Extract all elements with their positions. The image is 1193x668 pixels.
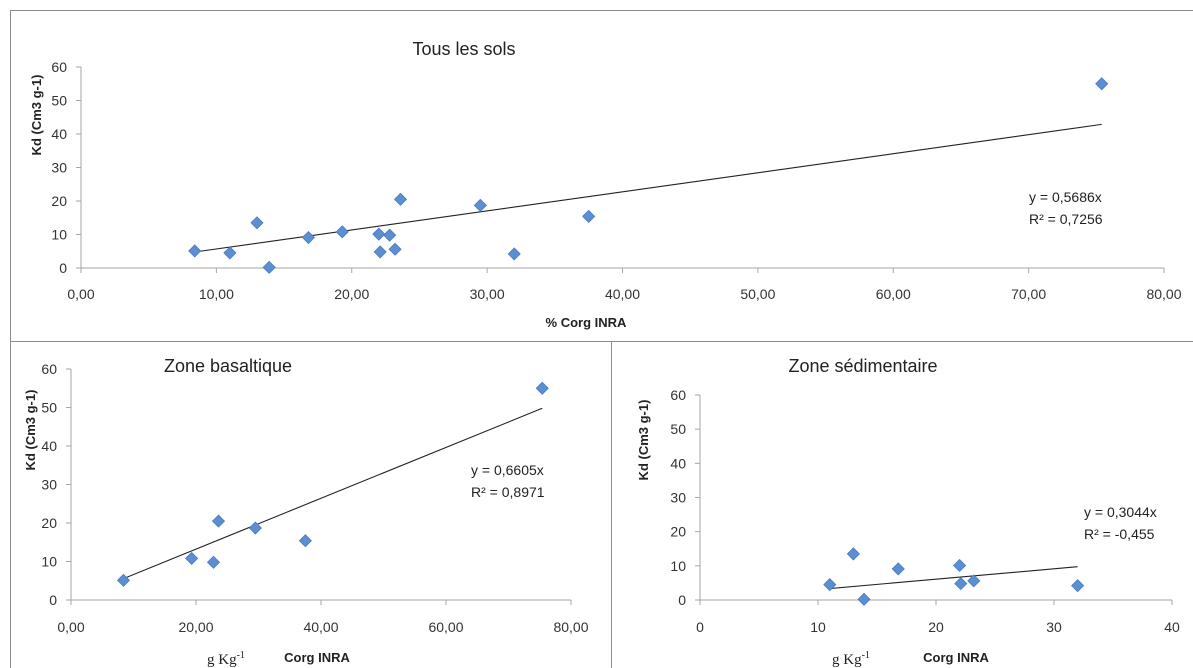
y-tick-label: 40 (51, 126, 67, 142)
x-tick-label: 30 (1046, 619, 1062, 635)
data-point (582, 209, 596, 223)
trendline-r-squared: R² = 0,7256 (1029, 211, 1103, 227)
x-tick-label: 0,00 (67, 286, 94, 302)
y-tick-label: 20 (51, 193, 67, 209)
chart-panel-tous-les-sols: 0 10 20 30 40 50 60 0,00 10,00 20,00 30,00 40,00 50,… (10, 10, 1193, 342)
y-tick-label: 50 (51, 93, 67, 109)
x-tick-label: 20,00 (178, 619, 213, 635)
data-point (250, 216, 264, 230)
chart-panel-zone-basaltique: 0 10 20 30 40 50 60 0,00 20,00 40,00 60,00 80,00 Zon… (10, 342, 612, 668)
y-tick-label: 30 (41, 477, 57, 493)
data-point (857, 592, 871, 606)
trendline (123, 407, 543, 580)
data-point (298, 534, 312, 548)
y-axis-label: Kd (Cm3 g-1) (29, 75, 44, 156)
y-tick-label: 60 (51, 59, 67, 75)
data-point (211, 514, 226, 528)
x-tick-label: 80,00 (1146, 286, 1181, 302)
data-point (388, 242, 402, 256)
chart-svg-zone-basaltique: 0 10 20 30 40 50 60 0,00 20,00 40,00 60,00 80,00 Zon… (23, 356, 589, 668)
x-tick-label: 20,00 (334, 286, 369, 302)
x-tick-label: 60,00 (428, 619, 463, 635)
data-point (1071, 579, 1085, 593)
data-point (473, 198, 487, 212)
y-tick-label: 20 (41, 515, 57, 531)
x-axis-unit-exponent: -1 (237, 650, 245, 661)
y-tick-label: 0 (59, 260, 67, 276)
chart-svg-zone-sedimentaire: 0 10 20 30 40 50 60 0 10 20 30 40 Zone sédimentaire K… (636, 356, 1180, 668)
chart-panel-zone-sedimentaire: 0 10 20 30 40 50 60 0 10 20 30 40 Zone sédimentaire K… (612, 342, 1193, 668)
trendline-equation: y = 0,5686x (1029, 189, 1102, 205)
y-tick-label: 0 (678, 592, 686, 608)
data-point (393, 192, 408, 206)
data-point (373, 245, 387, 259)
data-point (953, 558, 967, 573)
trendline-r-squared: R² = -0,455 (1084, 526, 1155, 542)
data-point (383, 228, 397, 242)
x-tick-label: 40 (1164, 619, 1180, 635)
x-tick-label: 30,00 (470, 286, 505, 302)
data-point (262, 260, 276, 274)
x-tick-label: 80,00 (553, 619, 588, 635)
data-point (116, 573, 131, 587)
x-tick-label: 60,00 (876, 286, 911, 302)
x-tick-label: 50,00 (740, 286, 775, 302)
y-tick-label: 40 (670, 455, 686, 471)
x-tick-label: 0,00 (57, 619, 84, 635)
y-tick-label: 30 (51, 160, 67, 176)
data-point (507, 247, 521, 261)
data-point (188, 244, 202, 258)
data-point (223, 246, 237, 260)
x-tick-label: 40,00 (605, 286, 640, 302)
trendline-r-squared: R² = 0,8971 (471, 484, 545, 500)
data-point (301, 230, 315, 245)
y-tick-label: 0 (49, 592, 57, 608)
x-tick-label: 20 (928, 619, 944, 635)
y-tick-label: 10 (670, 558, 686, 574)
data-point (185, 551, 199, 565)
y-tick-label: 20 (670, 524, 686, 540)
data-point (206, 555, 221, 569)
y-tick-label: 60 (41, 361, 57, 377)
chart-title: Zone basaltique (164, 356, 292, 376)
y-tick-label: 40 (41, 438, 57, 454)
data-point (823, 578, 837, 592)
data-point (1095, 77, 1109, 91)
data-point (846, 547, 860, 561)
y-axis-label: Kd (Cm3 g-1) (636, 400, 651, 481)
data-point (372, 227, 386, 241)
data-point (954, 577, 968, 591)
x-tick-label: 70,00 (1011, 286, 1046, 302)
trendline-equation: y = 0,6605x (471, 462, 544, 478)
trendline (194, 123, 1102, 253)
chart-svg-tous-les-sols: 0 10 20 30 40 50 60 0,00 10,00 20,00 30,00 40,00 50,… (29, 39, 1182, 330)
data-point (891, 562, 905, 576)
x-tick-label: 10 (810, 619, 826, 635)
y-tick-label: 30 (670, 490, 686, 506)
data-point (248, 521, 262, 535)
x-tick-label: 10,00 (199, 286, 234, 302)
x-axis-unit: g Kg-1 (207, 650, 245, 668)
x-axis-label: % Corg INRA (546, 315, 628, 330)
trendline (829, 566, 1078, 590)
x-tick-label: 40,00 (303, 619, 338, 635)
y-tick-label: 50 (41, 400, 57, 416)
data-point (967, 574, 981, 588)
y-tick-label: 60 (670, 387, 686, 403)
x-axis-label: Corg INRA (284, 650, 350, 665)
y-axis-label: Kd (Cm3 g-1) (23, 390, 38, 471)
y-tick-label: 50 (670, 421, 686, 437)
data-point (535, 381, 549, 395)
chart-title: Zone sédimentaire (788, 356, 937, 376)
chart-title: Tous les sols (412, 39, 515, 59)
y-tick-label: 10 (41, 554, 57, 570)
trendline-equation: y = 0,3044x (1084, 504, 1157, 520)
x-tick-label: 0 (696, 619, 704, 635)
x-axis-label: Corg INRA (923, 650, 989, 665)
data-point (335, 225, 349, 239)
x-axis-unit-exponent: -1 (862, 650, 870, 661)
y-tick-label: 10 (51, 227, 67, 243)
x-axis-unit: g Kg-1 (832, 650, 870, 668)
